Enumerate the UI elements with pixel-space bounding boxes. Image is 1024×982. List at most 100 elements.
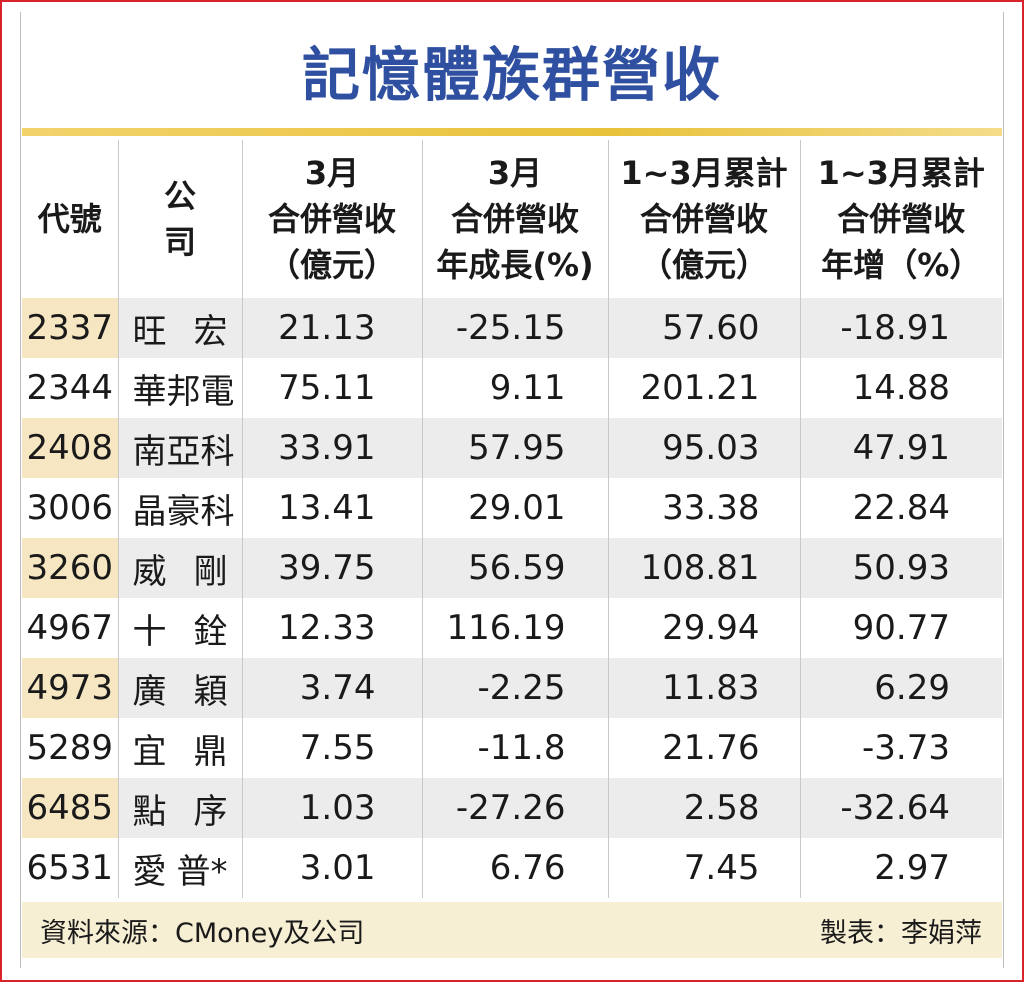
ytd-revenue: 95.03: [608, 418, 801, 478]
table-footer: 資料來源：CMoney及公司 製表：李娟萍: [22, 902, 1002, 958]
march-revenue: 3.74: [242, 658, 423, 718]
march-yoy: 56.59: [422, 538, 609, 598]
stock-code: 6485: [22, 778, 119, 838]
stock-code: 5289: [22, 718, 119, 778]
company-name-text: 宜鼎: [133, 724, 228, 773]
company-name: 威剛: [118, 538, 243, 598]
company-name-part: 普*: [176, 851, 228, 892]
march-revenue: 7.55: [242, 718, 423, 778]
header-ytd-revenue: 1~3月累計 合併營收 （億元）: [608, 140, 801, 298]
company-name: 宜鼎: [118, 718, 243, 778]
march-revenue: 3.01: [242, 838, 423, 898]
company-name-part: 宜: [132, 731, 167, 772]
march-yoy: -11.8: [422, 718, 609, 778]
ytd-yoy: 90.77: [852, 608, 950, 648]
ytd-revenue: 2.58: [608, 778, 801, 838]
table-row: 5289 宜鼎 7.55 -11.8 21.76 -3.73: [22, 718, 1002, 778]
ytd-yoy: -32.64: [800, 778, 1002, 838]
ytd-yoy: 2.97: [874, 848, 950, 888]
company-name-part: 南亞科: [132, 431, 235, 472]
march-yoy: 57.95: [422, 418, 609, 478]
company-name-part: 威: [132, 551, 167, 592]
company-name-text: 點序: [133, 784, 228, 833]
march-revenue: 12.33: [242, 598, 423, 658]
company-name-part: 穎: [193, 671, 228, 712]
ytd-yoy: 47.91: [800, 418, 1002, 478]
ytd-yoy: -3.73: [862, 728, 950, 768]
ytd-revenue: 33.38: [608, 478, 801, 538]
stock-code: 4973: [22, 658, 119, 718]
ytd-yoy: 6.29: [800, 658, 1002, 718]
table-row: 6485 點序 1.03 -27.26 2.58 -32.64: [22, 778, 1002, 838]
source-note: 資料來源：CMoney及公司: [40, 917, 365, 949]
header-company: 公 司: [118, 140, 243, 298]
march-yoy: 9.11: [422, 358, 609, 418]
ytd-yoy: 22.84: [852, 488, 950, 528]
company-name-text: 廣穎: [133, 664, 228, 713]
company-name-text: 旺宏: [133, 304, 228, 353]
march-yoy: 6.76: [422, 838, 609, 898]
march-yoy: -25.15: [422, 298, 609, 358]
company-name-text: 愛普*: [133, 844, 228, 893]
stock-code: 2337: [22, 298, 119, 358]
company-name-text: 華邦電: [133, 364, 235, 413]
march-yoy: 29.01: [422, 478, 609, 538]
ytd-revenue: 201.21: [608, 358, 801, 418]
ytd-revenue: 29.94: [608, 598, 801, 658]
stock-code: 4967: [22, 598, 119, 658]
company-name: 十銓: [118, 598, 243, 658]
march-revenue: 21.13: [242, 298, 423, 358]
company-name-part: 旺: [132, 311, 167, 352]
company-name-part: 十: [132, 611, 167, 652]
ytd-revenue: 57.60: [608, 298, 801, 358]
march-revenue: 33.91: [242, 418, 423, 478]
header-row: 代號 公 司 3月 合併營收 （億元） 3月 合併營收 年成長(%) 1~3月累…: [22, 140, 1002, 298]
stock-code: 3260: [22, 538, 119, 598]
company-name: 旺宏: [118, 298, 243, 358]
company-name-text: 十銓: [133, 604, 228, 653]
company-name: 愛普*: [118, 838, 243, 898]
credit-note: 製表：李娟萍: [820, 917, 982, 949]
table-row: 2344 華邦電 75.11 9.11 201.21 14.88: [22, 358, 1002, 418]
company-name: 晶豪科: [118, 478, 243, 538]
company-name-part: 剛: [193, 551, 228, 592]
company-name-part: 銓: [193, 611, 228, 652]
company-name-part: 廣: [132, 671, 167, 712]
company-name: 華邦電: [118, 358, 243, 418]
ytd-revenue: 21.76: [608, 718, 801, 778]
header-march-revenue: 3月 合併營收 （億元）: [242, 140, 423, 298]
revenue-table: 代號 公 司 3月 合併營收 （億元） 3月 合併營收 年成長(%) 1~3月累…: [22, 140, 1002, 898]
ytd-yoy: 14.88: [852, 368, 950, 408]
ytd-yoy: -18.91: [800, 298, 1002, 358]
march-yoy: -27.26: [422, 778, 609, 838]
table-row: 4967 十銓 12.33 116.19 29.94 90.77: [22, 598, 1002, 658]
company-name-part: 鼎: [193, 731, 228, 772]
company-name-text: 南亞科: [133, 424, 235, 473]
company-name-part: 宏: [193, 311, 228, 352]
header-march-yoy: 3月 合併營收 年成長(%): [422, 140, 609, 298]
march-revenue: 39.75: [242, 538, 423, 598]
ytd-revenue: 108.81: [608, 538, 801, 598]
table-row: 2337 旺宏 21.13 -25.15 57.60 -18.91: [22, 298, 1002, 358]
company-name-part: 序: [193, 791, 228, 832]
march-revenue: 13.41: [242, 478, 423, 538]
march-revenue: 1.03: [242, 778, 423, 838]
table-row: 3260 威剛 39.75 56.59 108.81 50.93: [22, 538, 1002, 598]
header-code: 代號: [22, 140, 119, 298]
company-name-text: 晶豪科: [133, 484, 235, 533]
ytd-revenue: 11.83: [608, 658, 801, 718]
company-name-part: 愛: [132, 851, 167, 892]
company-name: 南亞科: [118, 418, 243, 478]
table-panel: [20, 12, 1004, 968]
company-name: 廣穎: [118, 658, 243, 718]
company-name-text: 威剛: [133, 544, 228, 593]
table-row: 3006 晶豪科 13.41 29.01 33.38 22.84: [22, 478, 1002, 538]
stock-code: 6531: [22, 838, 119, 898]
company-name-part: 華邦電: [132, 371, 235, 412]
company-name-part: 晶豪科: [132, 491, 235, 532]
company-name: 點序: [118, 778, 243, 838]
table-row: 4973 廣穎 3.74 -2.25 11.83 6.29: [22, 658, 1002, 718]
march-revenue: 75.11: [242, 358, 423, 418]
page-title: 記憶體族群營收: [301, 41, 722, 109]
